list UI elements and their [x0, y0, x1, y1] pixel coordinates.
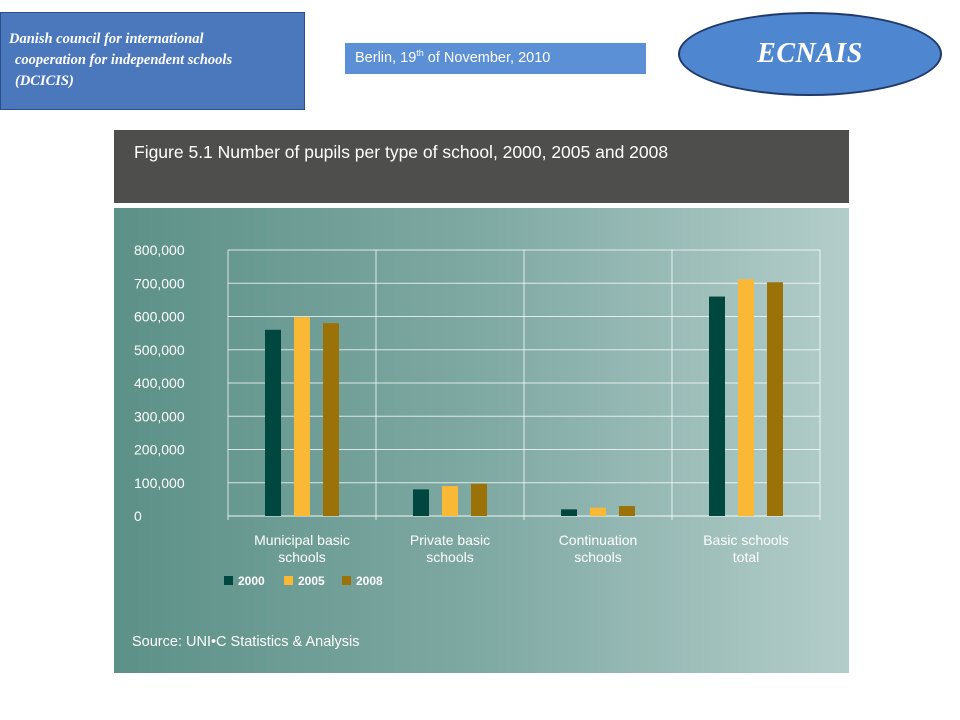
y-tick-label: 200,000 — [134, 442, 185, 458]
figure-header: Figure 5.1 Number of pupils per type of … — [114, 130, 849, 203]
date-ordinal: th — [416, 48, 424, 59]
legend-swatch-2005 — [284, 576, 293, 585]
bar-2008 — [619, 506, 635, 516]
y-tick-label: 100,000 — [134, 475, 185, 491]
y-tick-label: 700,000 — [134, 275, 185, 291]
bar-2005 — [590, 507, 606, 516]
category-label: Continuation schools — [559, 532, 638, 565]
y-tick-label: 300,000 — [134, 408, 185, 424]
bar-2000 — [709, 296, 725, 516]
y-tick-label: 600,000 — [134, 309, 185, 325]
chart-figure: Figure 5.1 Number of pupils per type of … — [114, 130, 849, 673]
legend: 2000 2005 2008 — [224, 574, 383, 588]
category-label: Basic schools total — [703, 532, 789, 565]
org-line-2: cooperation for independent schools — [15, 52, 233, 68]
chart-source: Source: UNI•C Statistics & Analysis — [132, 634, 359, 650]
logo-text: ECNAIS — [757, 38, 863, 69]
legend-swatch-2000 — [224, 576, 233, 585]
org-line-1: Danish council for international — [9, 31, 204, 47]
organization-title-box: Danish council for international coopera… — [0, 12, 305, 110]
y-tick-label: 500,000 — [134, 342, 185, 358]
bar-2008 — [323, 323, 339, 516]
chart-body: 0 100,000 200,000 300,000 400,000 500,000 600,… — [114, 208, 849, 673]
legend-label-2008: 2008 — [356, 574, 383, 588]
y-tick-label: 400,000 — [134, 375, 185, 391]
category-label: Municipal basic schools — [254, 532, 350, 565]
grid-lines — [227, 249, 821, 520]
date-banner: Berlin, 19th of November, 2010 — [345, 43, 646, 74]
y-tick-label: 800,000 — [134, 242, 185, 258]
ecnais-logo: ECNAIS — [678, 12, 942, 96]
legend-swatch-2008 — [342, 576, 351, 585]
bar-chart: 0 100,000 200,000 300,000 400,000 500,000 600,… — [132, 242, 821, 650]
bar-2005 — [738, 279, 754, 516]
bar-2005 — [294, 317, 310, 516]
bars — [265, 279, 783, 516]
bar-2000 — [413, 489, 429, 516]
legend-label-2005: 2005 — [298, 574, 325, 588]
org-line-3: (DCICIS) — [15, 73, 74, 89]
date-prefix: Berlin, 19 — [355, 50, 417, 66]
category-label: Private basic schools — [410, 532, 490, 565]
category-labels: Municipal basic schools Private basic schoo… — [254, 532, 789, 565]
legend-label-2000: 2000 — [238, 574, 265, 588]
chart-title: Figure 5.1 Number of pupils per type of … — [134, 142, 669, 162]
bar-2005 — [442, 486, 458, 516]
y-tick-label: 0 — [134, 508, 142, 524]
date-suffix: of November, 2010 — [423, 50, 551, 66]
y-axis-ticks: 0 100,000 200,000 300,000 400,000 500,000 600,… — [134, 242, 185, 524]
bar-2008 — [471, 483, 487, 516]
bar-2000 — [561, 509, 577, 516]
bar-2000 — [265, 329, 281, 516]
bar-2008 — [767, 282, 783, 516]
